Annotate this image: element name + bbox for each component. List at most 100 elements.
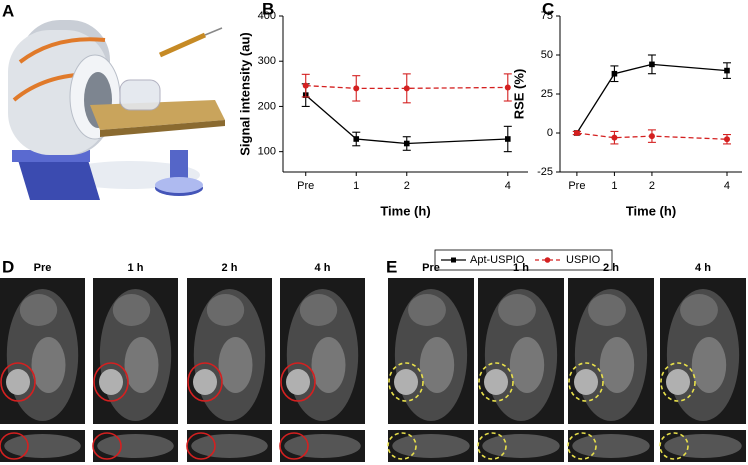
mri-organ bbox=[408, 294, 446, 326]
tumor-circle bbox=[660, 362, 696, 402]
series-line bbox=[305, 94, 508, 145]
tumor-circle bbox=[388, 362, 424, 402]
mri-body bbox=[4, 434, 81, 458]
point bbox=[724, 67, 730, 74]
legend-marker bbox=[544, 257, 551, 263]
panel-label: D bbox=[2, 257, 14, 276]
point bbox=[353, 85, 360, 92]
point bbox=[403, 140, 410, 147]
tumor-circle bbox=[186, 432, 216, 460]
mri-body bbox=[392, 434, 470, 458]
tumor bbox=[574, 369, 598, 395]
mri-organ bbox=[218, 337, 253, 393]
tumor-circle bbox=[0, 362, 36, 402]
time-label: 4 h bbox=[695, 262, 711, 274]
time-label: 4 h bbox=[315, 262, 331, 274]
tumor bbox=[394, 369, 418, 395]
time-label: 1 h bbox=[128, 262, 144, 274]
point bbox=[611, 70, 618, 77]
mri-organ bbox=[680, 294, 718, 326]
mri-organ bbox=[311, 337, 346, 393]
x-tick-label: Pre bbox=[297, 180, 314, 192]
point bbox=[573, 130, 580, 136]
time-label: Pre bbox=[422, 262, 440, 274]
legend-label: Apt-USPIO bbox=[470, 254, 525, 266]
tumor-circle bbox=[279, 432, 309, 460]
point bbox=[504, 84, 511, 91]
mri-body bbox=[482, 434, 560, 458]
x-axis-title: Time (h) bbox=[626, 203, 676, 218]
mri-organ bbox=[31, 337, 66, 393]
mri-organ bbox=[588, 294, 626, 326]
legend-box bbox=[434, 249, 613, 271]
tumor-circle bbox=[0, 432, 29, 460]
x-tick-label: 1 bbox=[611, 180, 617, 192]
tumor-circle bbox=[187, 362, 223, 402]
y-tick-label: 25 bbox=[541, 88, 553, 100]
y-tick-label: 100 bbox=[258, 146, 276, 158]
x-axis-title: Time (h) bbox=[380, 203, 430, 218]
mri-organ bbox=[498, 294, 536, 326]
mri-organ bbox=[124, 337, 159, 393]
mri-body bbox=[572, 434, 650, 458]
legend-label: USPIO bbox=[566, 254, 601, 266]
y-tick-label: 300 bbox=[258, 55, 276, 67]
point bbox=[611, 134, 618, 141]
mri-organ bbox=[509, 337, 545, 393]
y-tick-label: -25 bbox=[537, 166, 553, 178]
x-tick-label: 4 bbox=[505, 180, 511, 192]
panel-label: C bbox=[542, 0, 554, 18]
x-tick-label: Pre bbox=[568, 180, 585, 192]
point bbox=[403, 85, 410, 92]
time-label: 2 h bbox=[222, 262, 238, 274]
tumor bbox=[666, 369, 690, 395]
y-axis-title: RSE (%) bbox=[511, 69, 526, 120]
tumor-circle bbox=[387, 432, 417, 460]
point bbox=[504, 136, 511, 142]
time-label: 2 h bbox=[603, 262, 619, 274]
mri-organ bbox=[112, 294, 151, 326]
mri-body bbox=[664, 434, 742, 458]
mri-body bbox=[284, 434, 361, 458]
tumor-circle bbox=[568, 362, 604, 402]
x-tick-label: 1 bbox=[353, 180, 359, 192]
tumor-circle bbox=[477, 432, 507, 460]
mri-organ bbox=[19, 294, 58, 326]
point bbox=[648, 133, 655, 140]
y-tick-label: 400 bbox=[258, 10, 276, 22]
y-tick-label: 75 bbox=[541, 10, 553, 22]
mri-organ bbox=[206, 294, 245, 326]
tumor-circle bbox=[93, 362, 129, 402]
y-tick-label: 50 bbox=[541, 49, 553, 61]
tumor bbox=[484, 369, 508, 395]
y-tick-label: 0 bbox=[547, 127, 553, 139]
point bbox=[353, 136, 360, 142]
time-label: Pre bbox=[34, 262, 52, 274]
tumor-circle bbox=[567, 432, 597, 460]
tumor bbox=[99, 369, 123, 395]
tumor bbox=[6, 369, 30, 395]
panel-label: B bbox=[262, 0, 274, 18]
point bbox=[302, 82, 309, 89]
tumor-circle bbox=[478, 362, 514, 402]
tumor bbox=[193, 369, 217, 395]
y-tick-label: 200 bbox=[258, 100, 276, 112]
mri-organ bbox=[691, 337, 727, 393]
legend: Apt-USPIO USPIO bbox=[434, 249, 613, 271]
mri-scanner-illustration bbox=[0, 0, 240, 200]
panel-label: E bbox=[386, 257, 397, 276]
mri-organ bbox=[419, 337, 455, 393]
series-line bbox=[305, 84, 508, 89]
mri-organ bbox=[299, 294, 338, 326]
mri-body bbox=[97, 434, 174, 458]
tumor-circle bbox=[659, 432, 689, 460]
point bbox=[723, 136, 730, 143]
x-tick-label: 2 bbox=[404, 180, 410, 192]
tumor-circle bbox=[280, 362, 316, 402]
tumor bbox=[286, 369, 310, 395]
time-label: 1 h bbox=[513, 262, 529, 274]
series-line bbox=[576, 63, 728, 134]
legend-marker bbox=[451, 257, 456, 263]
panel-label: A bbox=[2, 1, 14, 20]
